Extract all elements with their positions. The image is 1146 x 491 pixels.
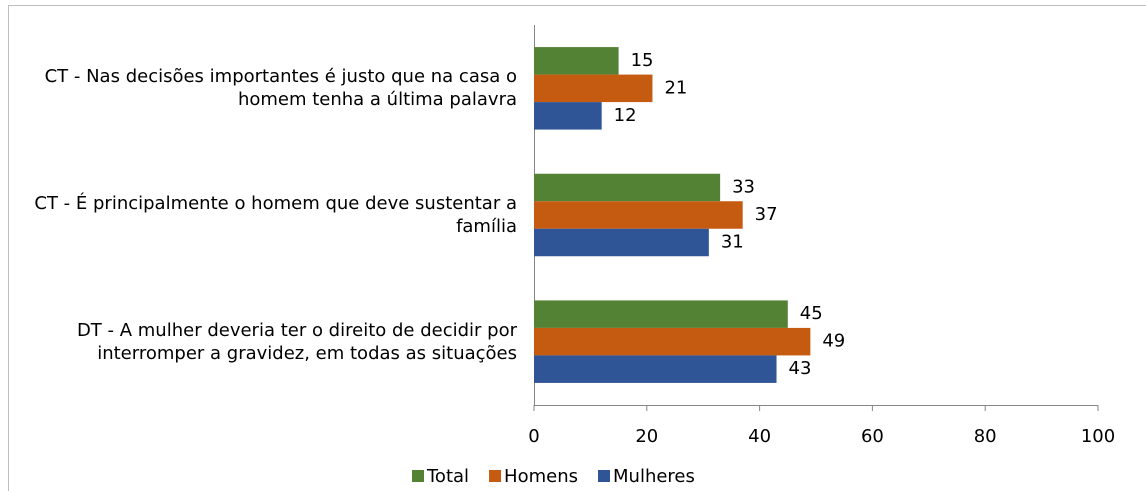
- value-label: 43: [789, 358, 812, 379]
- bar: [534, 173, 721, 202]
- legend-label: Mulheres: [613, 466, 695, 487]
- chart-frame: [8, 5, 1146, 491]
- bar: [534, 74, 653, 103]
- value-label: 31: [721, 232, 744, 253]
- bar: [534, 300, 788, 328]
- y-tick-label: CT - É principalmente o homem que deve s…: [34, 193, 517, 237]
- bar: [534, 102, 602, 130]
- value-label: 33: [732, 177, 755, 198]
- bar: [534, 201, 743, 229]
- y-tick-label: DT - A mulher deveria ter o direito de d…: [76, 319, 517, 364]
- value-label: 12: [614, 105, 637, 126]
- legend-label: Total: [426, 466, 469, 487]
- value-label: 21: [664, 77, 687, 98]
- legend-label: Homens: [504, 466, 578, 487]
- bar: [534, 355, 777, 383]
- value-label: 37: [755, 204, 778, 225]
- bar: [534, 327, 811, 356]
- y-tick-label: CT - Nas decisões importantes é justo qu…: [44, 66, 517, 111]
- value-label: 15: [631, 50, 654, 71]
- legend-swatch: [412, 470, 424, 482]
- value-label: 45: [800, 303, 823, 324]
- legend-swatch: [598, 470, 610, 482]
- bar: [534, 228, 709, 257]
- x-tick-label: 60: [861, 426, 884, 447]
- value-label: 49: [822, 331, 845, 352]
- x-tick-label: 40: [748, 426, 771, 447]
- x-tick-label: 20: [635, 426, 658, 447]
- x-tick-label: 80: [974, 426, 997, 447]
- bar: [534, 47, 619, 75]
- x-tick-label: 100: [1081, 426, 1115, 447]
- legend-swatch: [489, 470, 502, 482]
- x-tick-label: 0: [528, 426, 539, 447]
